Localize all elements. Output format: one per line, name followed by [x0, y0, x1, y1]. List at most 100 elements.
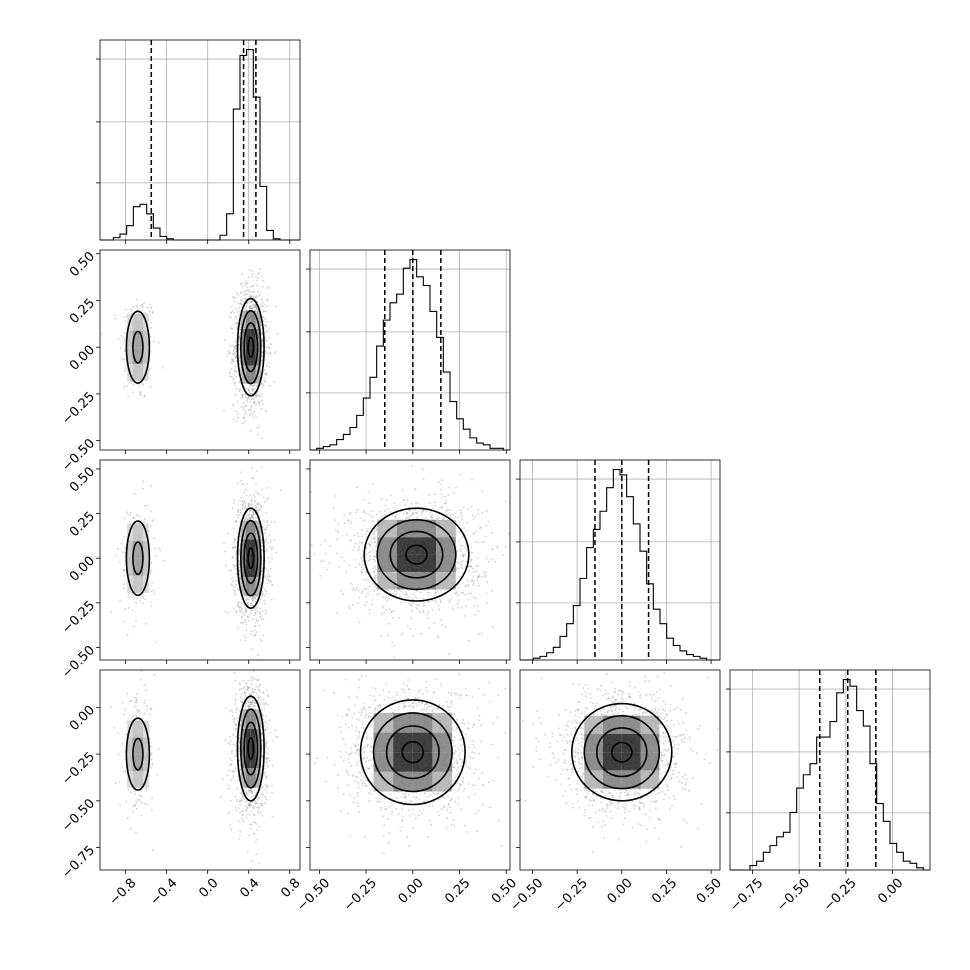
- scatter-point: [249, 602, 252, 605]
- scatter-point: [430, 515, 433, 518]
- scatter-point: [140, 391, 143, 394]
- scatter-point: [138, 515, 141, 518]
- scatter-point: [251, 285, 254, 287]
- scatter-point: [238, 751, 241, 753]
- scatter-point: [260, 802, 263, 805]
- scatter-point: [472, 533, 475, 536]
- scatter-point: [243, 385, 246, 388]
- scatter-point: [274, 729, 277, 732]
- density-cell: [250, 577, 256, 596]
- scatter-point: [359, 517, 362, 520]
- contour-0-0: [125, 520, 151, 597]
- scatter-point: [231, 715, 234, 717]
- scatter-point: [428, 626, 431, 629]
- scatter-point: [133, 705, 136, 708]
- scatter-point: [266, 519, 269, 522]
- scatter-point: [235, 531, 238, 534]
- scatter-point: [261, 285, 264, 288]
- scatter-point: [351, 549, 354, 551]
- scatter-point: [349, 539, 352, 542]
- scatter-point: [257, 664, 259, 666]
- scatter-point: [235, 322, 237, 324]
- scatter-point: [250, 609, 253, 612]
- scatter-point: [246, 397, 249, 400]
- scatter-point: [237, 293, 240, 296]
- scatter-point: [248, 295, 251, 298]
- scatter-point: [257, 654, 259, 657]
- scatter-point: [238, 389, 241, 391]
- scatter-point: [238, 314, 241, 316]
- scatter-point: [444, 626, 447, 628]
- scatter-point: [242, 622, 245, 625]
- scatter-point: [348, 564, 351, 567]
- scatter-point: [245, 404, 248, 407]
- density-cell: [250, 768, 256, 788]
- scatter-point: [370, 541, 372, 543]
- scatter-point: [250, 679, 253, 682]
- scatter-point: [241, 500, 244, 503]
- scatter-point: [277, 736, 279, 738]
- scatter-point: [229, 375, 232, 378]
- density-cell: [240, 709, 246, 729]
- scatter-point: [439, 598, 441, 601]
- scatter-point: [240, 406, 243, 408]
- scatter-point: [239, 310, 242, 313]
- contour-1-0: [236, 507, 265, 610]
- scatter-point: [265, 791, 268, 793]
- scatter-point: [154, 555, 157, 558]
- hist-3-frame: [729, 669, 931, 871]
- scatter-point: [130, 380, 133, 383]
- scatter-point: [268, 365, 271, 368]
- scatter-point: [131, 391, 134, 394]
- scatter-point: [238, 736, 241, 739]
- scatter-point: [258, 684, 261, 687]
- scatter-point: [478, 633, 480, 635]
- scatter-point: [461, 544, 463, 547]
- scatter-point: [434, 591, 437, 594]
- scatter-point: [254, 495, 256, 498]
- scatter-point: [381, 606, 384, 609]
- scatter-point: [484, 576, 487, 578]
- scatter-point: [264, 359, 266, 361]
- scatter-point: [267, 542, 270, 544]
- scatter-point: [267, 557, 270, 559]
- scatter-point: [253, 398, 255, 401]
- scatter-point: [329, 545, 332, 548]
- scatter-point: [266, 703, 269, 706]
- panel-0-3-frame: [99, 669, 301, 871]
- scatter-point: [371, 603, 374, 606]
- scatter-point: [238, 340, 241, 342]
- scatter-point: [247, 686, 250, 689]
- scatter-point: [251, 701, 254, 704]
- scatter-point: [235, 583, 238, 586]
- contour-0-1: [132, 330, 144, 364]
- scatter-point: [232, 580, 235, 583]
- scatter-point: [234, 592, 237, 594]
- density-cell: [143, 737, 149, 755]
- scatter-point: [247, 388, 250, 391]
- scatter-point: [125, 364, 127, 367]
- scatter-point: [248, 813, 251, 816]
- scatter-point: [234, 353, 237, 355]
- scatter-point: [245, 809, 248, 812]
- scatter-point: [256, 509, 258, 512]
- scatter-point: [241, 285, 244, 287]
- scatter-point: [235, 745, 237, 747]
- scatter-point: [238, 553, 241, 556]
- scatter-point: [236, 292, 238, 295]
- scatter-point: [269, 539, 272, 541]
- scatter-point: [151, 520, 154, 522]
- scatter-point: [251, 704, 253, 706]
- scatter-point: [255, 482, 257, 485]
- scatter-point: [267, 765, 269, 768]
- scatter-point: [232, 608, 235, 610]
- scatter-point: [264, 783, 267, 786]
- scatter-point: [266, 756, 268, 759]
- scatter-point: [153, 673, 156, 676]
- scatter-point: [258, 806, 260, 809]
- scatter-point: [236, 716, 239, 719]
- scatter-point: [236, 788, 239, 790]
- scatter-point: [237, 312, 239, 314]
- scatter-point: [227, 788, 230, 790]
- scatter-point: [265, 324, 267, 326]
